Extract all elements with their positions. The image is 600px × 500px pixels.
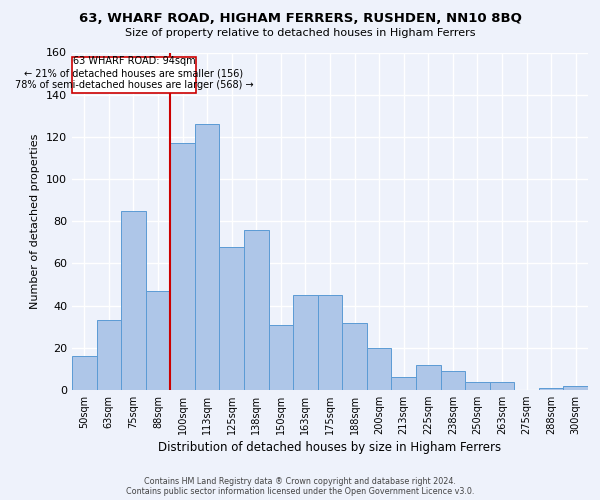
Bar xyxy=(121,210,146,390)
Bar xyxy=(465,382,490,390)
X-axis label: Distribution of detached houses by size in Higham Ferrers: Distribution of detached houses by size … xyxy=(158,442,502,454)
Bar xyxy=(391,378,416,390)
Bar xyxy=(342,322,367,390)
Text: Size of property relative to detached houses in Higham Ferrers: Size of property relative to detached ho… xyxy=(125,28,475,38)
Bar xyxy=(440,371,465,390)
Bar xyxy=(367,348,391,390)
Bar xyxy=(539,388,563,390)
Bar xyxy=(170,143,195,390)
Bar xyxy=(97,320,121,390)
Bar xyxy=(563,386,588,390)
Bar xyxy=(72,356,97,390)
Y-axis label: Number of detached properties: Number of detached properties xyxy=(31,134,40,309)
Text: 63 WHARF ROAD: 94sqm: 63 WHARF ROAD: 94sqm xyxy=(73,56,196,66)
Bar xyxy=(146,291,170,390)
Text: Contains HM Land Registry data ® Crown copyright and database right 2024.
Contai: Contains HM Land Registry data ® Crown c… xyxy=(126,476,474,496)
Bar xyxy=(293,295,318,390)
Bar xyxy=(195,124,220,390)
FancyBboxPatch shape xyxy=(72,56,196,92)
Bar xyxy=(244,230,269,390)
Bar xyxy=(220,246,244,390)
Bar xyxy=(416,364,440,390)
Text: 63, WHARF ROAD, HIGHAM FERRERS, RUSHDEN, NN10 8BQ: 63, WHARF ROAD, HIGHAM FERRERS, RUSHDEN,… xyxy=(79,12,521,26)
Text: 78% of semi-detached houses are larger (568) →: 78% of semi-detached houses are larger (… xyxy=(15,80,253,90)
Bar xyxy=(490,382,514,390)
Bar xyxy=(318,295,342,390)
Text: ← 21% of detached houses are smaller (156): ← 21% of detached houses are smaller (15… xyxy=(25,68,244,78)
Bar xyxy=(269,324,293,390)
